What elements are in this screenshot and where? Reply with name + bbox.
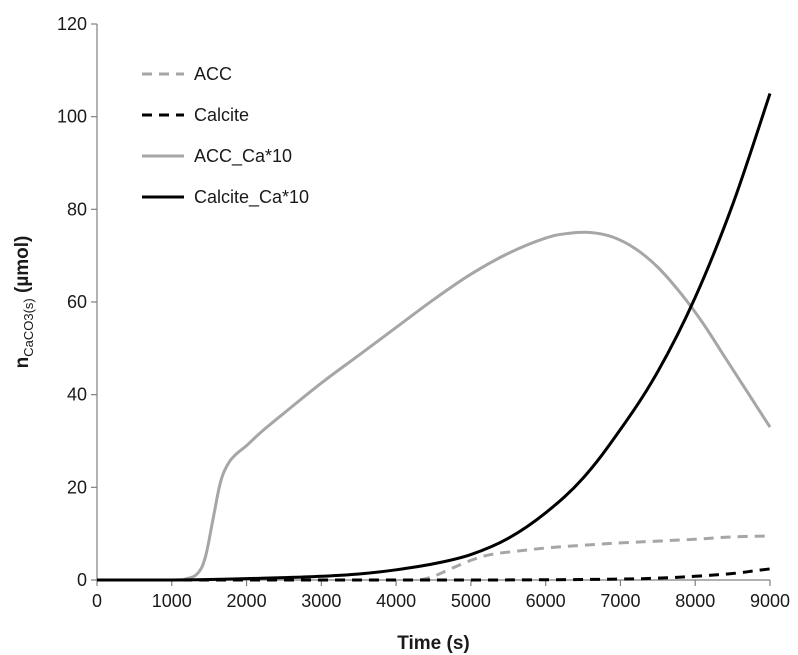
series-line-calcite-ca-10 [97, 93, 772, 582]
series-lines [97, 93, 772, 582]
y-tick-label: 0 [77, 570, 87, 590]
x-tick-label: 2000 [227, 591, 267, 611]
y-tick-label: 40 [67, 385, 87, 405]
y-axis-title: nCaCO3(s) (µmol) [12, 236, 36, 369]
x-tick-label: 0 [92, 591, 102, 611]
x-tick-label: 1000 [152, 591, 192, 611]
legend-label: Calcite [194, 105, 249, 125]
x-tick-label: 6000 [526, 591, 566, 611]
series-line-calcite [97, 567, 771, 582]
series-line-acc-ca-10 [97, 230, 772, 582]
y-axis-ticks: 0 20 40 60 80 100 120 [57, 14, 97, 590]
x-tick-label: 8000 [675, 591, 715, 611]
y-tick-label: 80 [67, 199, 87, 219]
legend-label: ACC [194, 64, 232, 84]
x-tick-label: 9000 [750, 591, 790, 611]
y-axis-title-main: n [12, 357, 33, 369]
x-axis-title: Time (s) [397, 633, 470, 654]
x-tick-label: 3000 [301, 591, 341, 611]
x-axis-ticks: 0 1000 2000 3000 4000 5000 6000 7000 8000 9000 [92, 580, 790, 611]
legend-label: ACC_Ca*10 [194, 146, 292, 167]
y-axis-title-subscript: CaCO3(s) [21, 298, 36, 357]
x-tick-label: 4000 [376, 591, 416, 611]
x-tick-label: 5000 [451, 591, 491, 611]
y-tick-label: 60 [67, 292, 87, 312]
y-tick-label: 20 [67, 477, 87, 497]
y-tick-label: 120 [57, 14, 87, 34]
x-tick-label: 7000 [600, 591, 640, 611]
legend-label: Calcite_Ca*10 [194, 187, 309, 208]
y-axis-title-suffix: (µmol) [12, 236, 33, 299]
legend: ACC Calcite ACC_Ca*10 Calcite_Ca*10 [142, 64, 309, 208]
y-tick-label: 100 [57, 107, 87, 127]
